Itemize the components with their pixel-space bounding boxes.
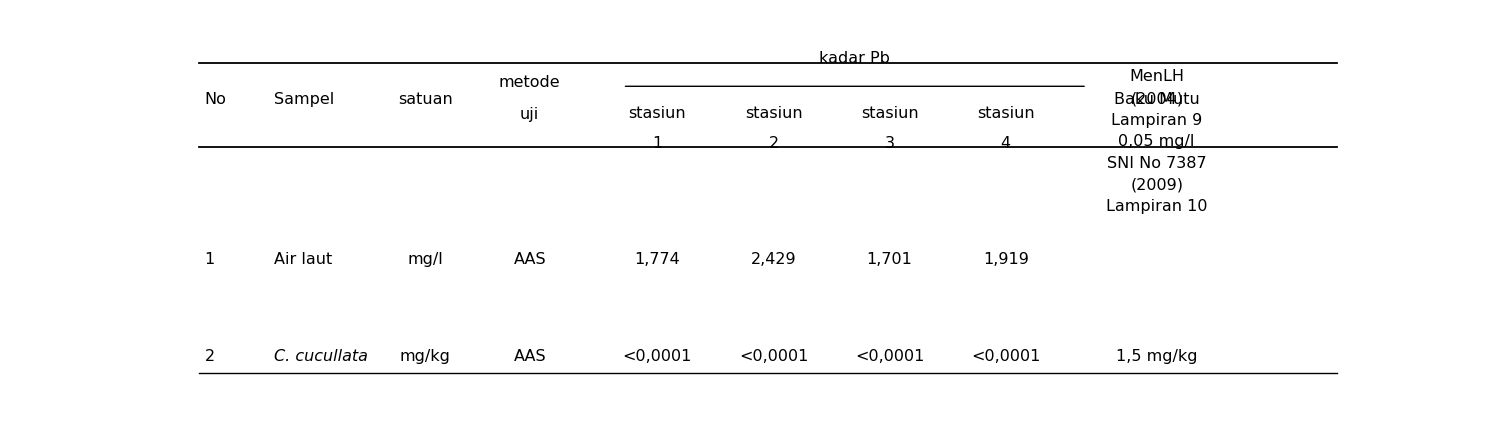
Text: 4: 4 <box>1001 136 1011 151</box>
Text: 2: 2 <box>768 136 779 151</box>
Text: stasiun: stasiun <box>745 106 803 121</box>
Text: 1,774: 1,774 <box>635 252 680 268</box>
Text: Baku Mutu: Baku Mutu <box>1115 92 1200 107</box>
Text: 1,919: 1,919 <box>983 252 1029 268</box>
Text: 2,429: 2,429 <box>750 252 797 268</box>
Text: 1: 1 <box>652 136 662 151</box>
Text: 1,701: 1,701 <box>867 252 912 268</box>
Text: <0,0001: <0,0001 <box>623 349 692 364</box>
Text: 3: 3 <box>885 136 894 151</box>
Text: <0,0001: <0,0001 <box>855 349 924 364</box>
Text: AAS: AAS <box>514 349 547 364</box>
Text: No: No <box>205 92 226 107</box>
Text: metode: metode <box>499 75 560 90</box>
Text: <0,0001: <0,0001 <box>739 349 809 364</box>
Text: Air laut: Air laut <box>274 252 333 268</box>
Text: 1,5 mg/kg: 1,5 mg/kg <box>1116 349 1197 364</box>
Text: AAS: AAS <box>514 252 547 268</box>
Text: stasiun: stasiun <box>629 106 686 121</box>
Text: uji: uji <box>520 107 539 123</box>
Text: <0,0001: <0,0001 <box>971 349 1041 364</box>
Text: 2: 2 <box>205 349 214 364</box>
Text: MenLH
(2004)
Lampiran 9
0,05 mg/l
SNI No 7387
(2009)
Lampiran 10: MenLH (2004) Lampiran 9 0,05 mg/l SNI No… <box>1106 70 1207 214</box>
Text: mg/kg: mg/kg <box>400 349 451 364</box>
Text: stasiun: stasiun <box>977 106 1035 121</box>
Text: mg/l: mg/l <box>407 252 443 268</box>
Text: 1: 1 <box>205 252 214 268</box>
Text: Sampel: Sampel <box>274 92 334 107</box>
Text: kadar Pb: kadar Pb <box>819 51 890 66</box>
Text: stasiun: stasiun <box>861 106 918 121</box>
Text: C. cucullata: C. cucullata <box>274 349 369 364</box>
Text: satuan: satuan <box>398 92 452 107</box>
